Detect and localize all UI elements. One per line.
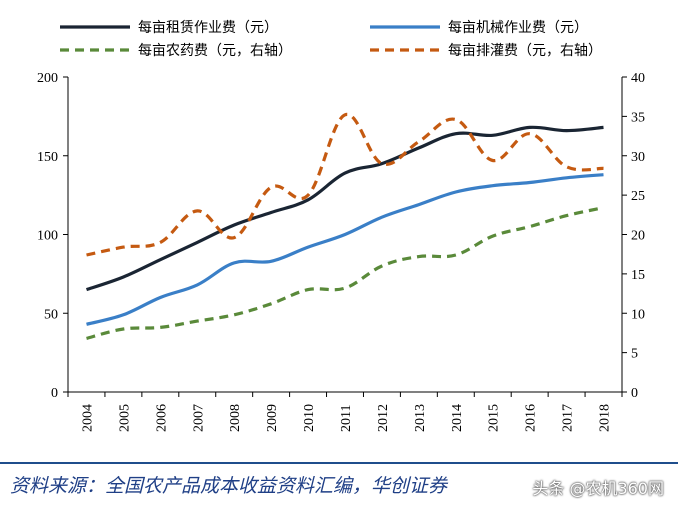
x-tick-label: 2016: [524, 404, 539, 432]
x-tick-label: 2012: [376, 404, 391, 432]
x-tick-label: 2017: [561, 404, 576, 432]
footer-divider: [0, 462, 678, 464]
x-tick-label: 2014: [450, 404, 465, 432]
right-tick-label: 20: [631, 229, 645, 244]
legend-label-pesticide-fee: 每亩农药费（元，右轴）: [138, 42, 292, 59]
legend-label-irrigation-fee: 每亩排灌费（元，右轴）: [448, 42, 602, 59]
series-line-irrigation-fee: [86, 113, 604, 257]
right-tick-label: 40: [631, 71, 645, 86]
left-tick-label: 200: [37, 71, 58, 86]
x-tick-label: 2010: [302, 404, 317, 432]
x-tick-label: 2018: [598, 404, 613, 432]
x-tick-label: 2007: [191, 404, 206, 432]
right-tick-label: 35: [631, 110, 645, 125]
x-tick-label: 2013: [413, 404, 428, 432]
watermark: 头条 @农机360网: [532, 479, 664, 498]
left-tick-label: 50: [44, 307, 58, 322]
right-tick-label: 30: [631, 150, 645, 165]
right-tick-label: 5: [631, 347, 638, 362]
footer: 资料来源：全国农产品成本收益资料汇编，华创证券 头条 @农机360网: [0, 462, 678, 511]
right-tick-label: 10: [631, 307, 645, 322]
x-tick-label: 2011: [339, 405, 354, 432]
right-tick-label: 0: [631, 386, 638, 401]
x-tick-label: 2005: [117, 404, 132, 432]
x-tick-label: 2015: [487, 404, 502, 432]
left-tick-label: 150: [37, 150, 58, 165]
left-tick-label: 0: [51, 386, 58, 401]
source-note: 资料来源：全国农产品成本收益资料汇编，华创证券: [10, 475, 448, 497]
left-tick-label: 100: [37, 229, 58, 244]
legend-label-machinery-fee: 每亩机械作业费（元）: [448, 19, 588, 36]
dual-axis-line-chart: 每亩租赁作业费（元） 每亩机械作业费（元） 每亩农药费（元，右轴） 每亩排灌费（元，右…: [37, 19, 645, 432]
legend: 每亩租赁作业费（元） 每亩机械作业费（元） 每亩农药费（元，右轴） 每亩排灌费（元，右…: [60, 19, 602, 59]
x-tick-label: 2009: [265, 404, 280, 432]
x-tick-label: 2006: [154, 404, 169, 432]
series-lines: [85, 113, 604, 340]
right-tick-label: 25: [631, 189, 645, 204]
axes: 0 50 100 150 200 0 5 10 15 20 25 30 35 40 2004 2005 2006…: [37, 71, 645, 432]
series-line-machinery-fee: [86, 173, 604, 326]
x-tick-label: 2004: [80, 404, 95, 432]
series-line-rental-fee: [85, 125, 604, 292]
legend-label-rental-fee: 每亩租赁作业费（元）: [138, 19, 278, 36]
series-line-pesticide-fee: [86, 206, 604, 340]
x-tick-label: 2008: [228, 404, 243, 432]
right-tick-label: 15: [631, 268, 645, 283]
